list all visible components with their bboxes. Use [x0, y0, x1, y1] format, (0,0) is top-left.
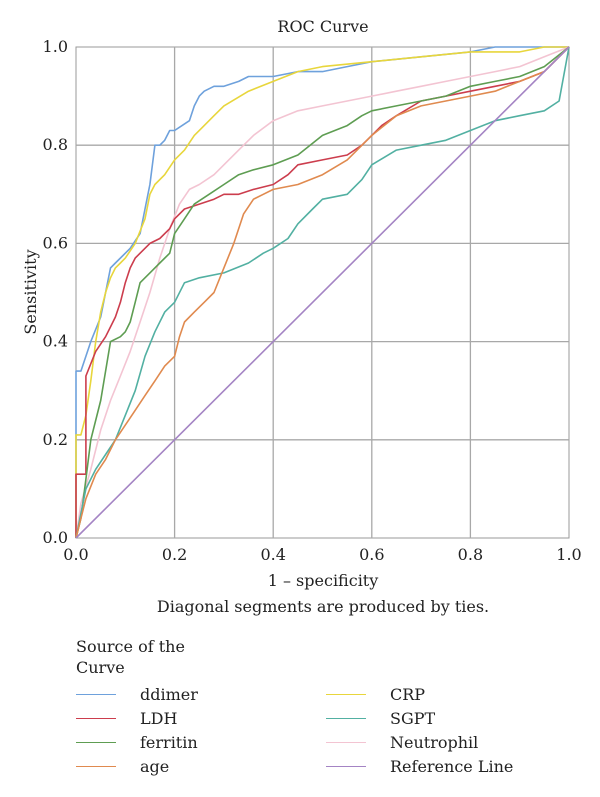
legend-swatch — [326, 717, 366, 719]
legend-swatch — [76, 765, 116, 767]
y-axis-label: Sensitivity — [21, 249, 40, 334]
legend-label: Neutrophil — [390, 732, 479, 752]
series-line-neutrophil — [75, 46, 570, 539]
grid — [76, 47, 569, 538]
y-tick-label: 1.0 — [43, 37, 68, 56]
chart-title: ROC Curve — [277, 17, 368, 36]
legend-label: ferritin — [140, 732, 198, 752]
legend-entries: ddimer LDH ferritin age CRP SGPT Neutrophil Ref… — [76, 682, 576, 778]
series-line-sgpt — [75, 46, 570, 539]
x-tick-label: 0.4 — [260, 545, 285, 564]
legend-swatch — [76, 693, 116, 695]
legend-item-sgpt: SGPT — [326, 706, 576, 730]
y-tick-label: 0.8 — [43, 135, 68, 154]
legend-label: SGPT — [390, 708, 436, 728]
roc-chart: ROC Curve 0.0 0.2 0.4 0.6 0.8 1.0 0.0 0.2 0.4 0.6… — [21, 17, 582, 616]
series-line-ferritin — [75, 46, 570, 539]
x-tick-label: 0.2 — [162, 545, 187, 564]
legend-swatch — [326, 765, 366, 767]
series-lines — [75, 46, 570, 539]
series-line-age — [75, 46, 570, 539]
legend-item-crp: CRP — [326, 682, 576, 706]
x-tick-label: 0.6 — [359, 545, 384, 564]
x-tick-label: 1.0 — [556, 545, 581, 564]
legend-label: ddimer — [140, 684, 198, 704]
legend-item-ferritin: ferritin — [76, 730, 326, 754]
legend-swatch — [326, 741, 366, 743]
legend-item-neutrophil: Neutrophil — [326, 730, 576, 754]
legend: Source of the Curve ddimer LDH ferritin age… — [76, 636, 576, 778]
legend-swatch — [76, 717, 116, 719]
x-axis-label: 1 – specificity — [268, 571, 379, 590]
tick-labels: 0.0 0.2 0.4 0.6 0.8 1.0 0.0 0.2 0.4 0.6 0.8 1.0 — [43, 37, 582, 564]
series-line-ldh — [75, 46, 570, 538]
y-tick-label: 0.4 — [43, 332, 68, 351]
legend-item-age: age — [76, 754, 326, 778]
legend-swatch — [76, 741, 116, 743]
series-line-crp — [75, 46, 569, 538]
y-tick-label: 0.2 — [43, 430, 68, 449]
y-tick-label: 0.6 — [43, 233, 68, 252]
legend-label: CRP — [390, 684, 426, 704]
legend-label: Reference Line — [390, 756, 514, 776]
y-tick-label: 0.0 — [43, 528, 68, 547]
legend-swatch — [326, 693, 366, 695]
legend-title: Source of the Curve — [76, 637, 185, 677]
legend-item-reference-line: Reference Line — [326, 754, 576, 778]
series-line-reference-line — [75, 46, 570, 539]
chart-footnote: Diagonal segments are produced by ties. — [157, 597, 489, 616]
legend-label: age — [140, 756, 170, 776]
legend-item-ldh: LDH — [76, 706, 326, 730]
x-tick-label: 0.8 — [458, 545, 483, 564]
legend-label: LDH — [140, 708, 178, 728]
x-tick-label: 0.0 — [63, 545, 88, 564]
legend-item-ddimer: ddimer — [76, 682, 326, 706]
